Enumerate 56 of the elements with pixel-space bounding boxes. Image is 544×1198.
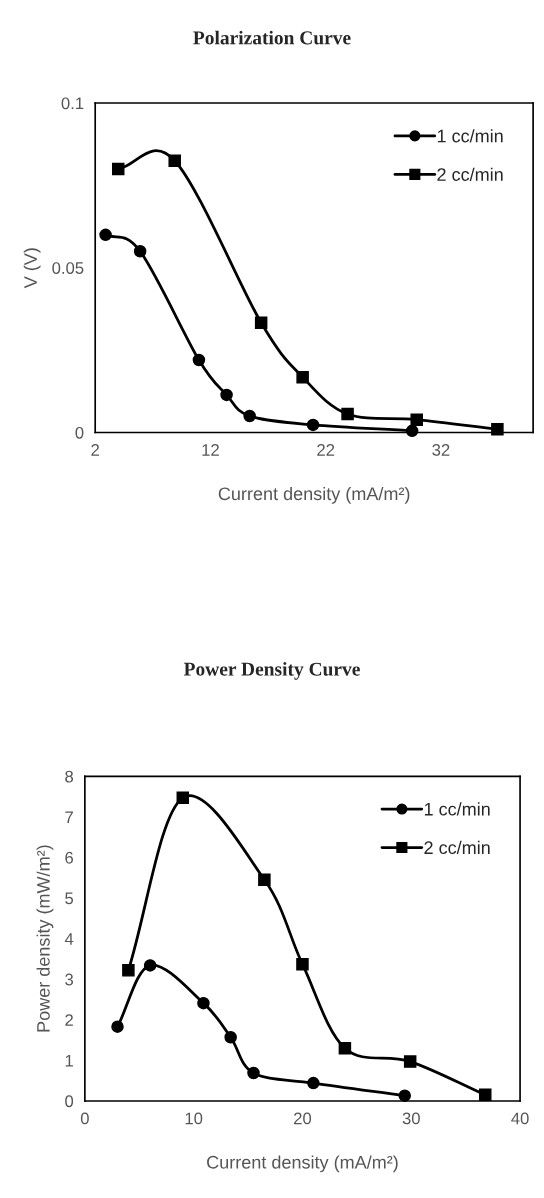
point [99, 228, 112, 242]
point [122, 964, 135, 977]
x-tick-label: 20 [294, 1112, 312, 1125]
y-tick-label: 6 [65, 851, 74, 864]
y-tick-label: 0 [65, 1095, 74, 1108]
y-tick-label: 5 [65, 892, 74, 905]
point [247, 1066, 260, 1080]
point [410, 413, 423, 426]
x-tick-label: 30 [402, 1112, 420, 1125]
point [491, 422, 504, 436]
y-tick-label: 0.1 [61, 97, 84, 110]
y-tick-label: 0 [75, 426, 84, 439]
point [254, 316, 268, 330]
point [258, 873, 271, 887]
x-axis-title: Current density (mA/m²) [218, 486, 410, 504]
legend-label: 1 cc/min [437, 129, 503, 143]
point [168, 154, 181, 167]
point [296, 370, 309, 384]
y-tick-label: 8 [65, 770, 74, 783]
point [224, 1030, 237, 1044]
chart-title: Polarization Curve [193, 30, 351, 45]
x-tick-label: 32 [432, 444, 450, 456]
point [307, 1076, 320, 1090]
point [220, 388, 233, 402]
point [111, 1020, 124, 1033]
x-tick-label: 40 [511, 1112, 529, 1125]
x-tick-label: 10 [185, 1112, 203, 1125]
legend-label: 2 cc/min [437, 167, 503, 181]
x-tick-label: 2 [91, 444, 99, 456]
point [296, 957, 309, 971]
point [243, 409, 256, 423]
point [176, 791, 190, 805]
y-tick-label: 2 [65, 1014, 73, 1026]
point [398, 1089, 411, 1102]
point [197, 996, 210, 1010]
x-tick-label: 22 [317, 444, 335, 456]
y-axis-title: Power density (mW/m²) [36, 845, 54, 1032]
legend-label: 2 cc/min [424, 840, 490, 855]
point [143, 959, 157, 972]
point [192, 353, 206, 367]
y-tick-label: 7 [65, 811, 73, 823]
chart-title: Power Density Curve [183, 662, 360, 680]
x-axis-title: Current density (mA/m²) [207, 1155, 398, 1173]
point [403, 1055, 417, 1068]
y-tick-label: 1 [65, 1054, 73, 1067]
x-tick-label: 12 [202, 444, 219, 456]
point [306, 418, 320, 432]
legend-label: 1 cc/min [424, 802, 490, 816]
y-axis-title: V (V) [23, 248, 41, 289]
y-tick-label: 4 [64, 933, 74, 945]
point [341, 407, 354, 421]
y-tick-label: 0.05 [52, 262, 84, 274]
y-tick-label: 3 [65, 973, 74, 986]
point [338, 1041, 352, 1055]
point [133, 245, 147, 258]
point [111, 162, 125, 176]
